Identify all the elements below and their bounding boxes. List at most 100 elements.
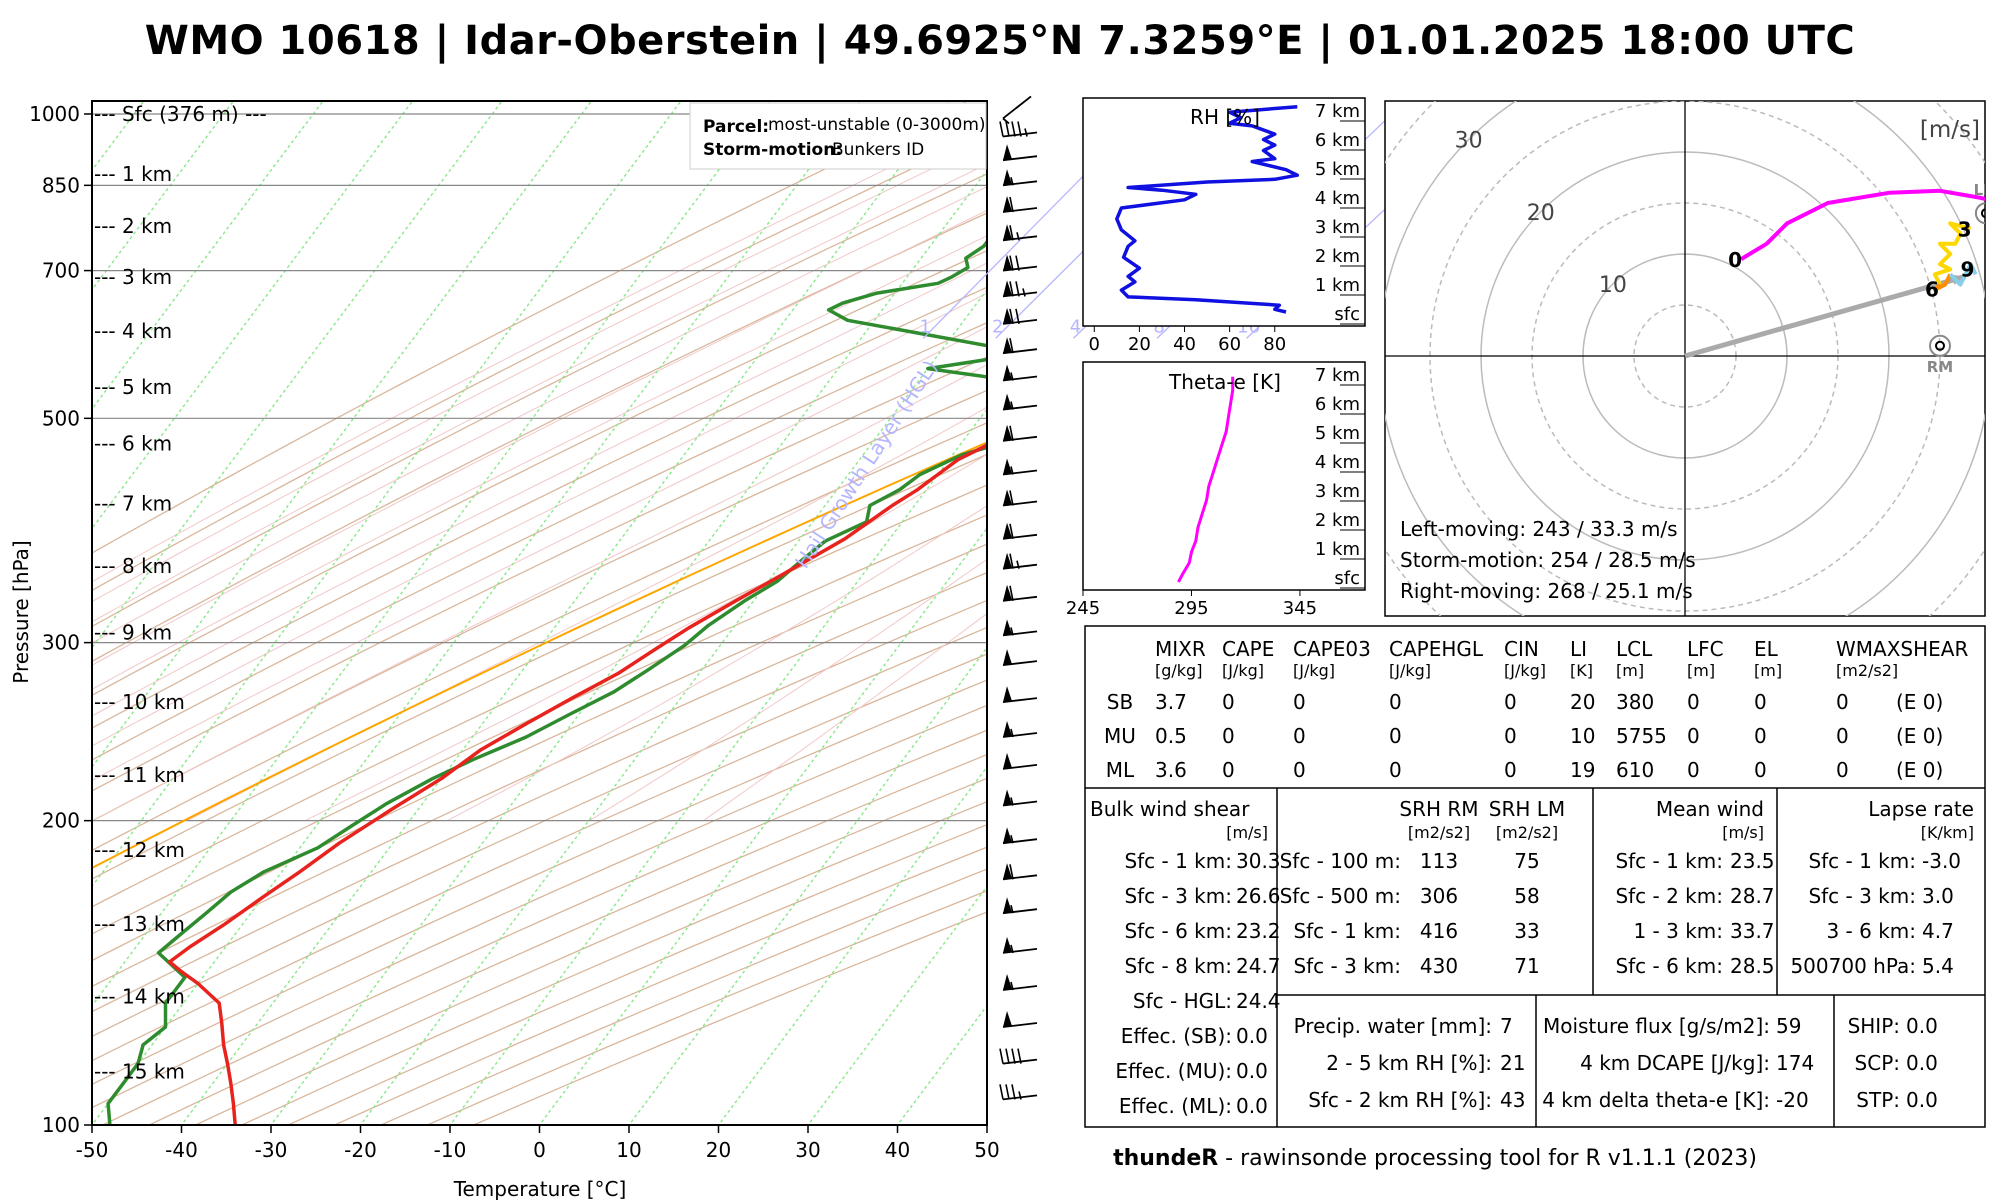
theta-e-height-label: 4 km (1315, 452, 1360, 473)
hodograph-annotation: Right-moving: 268 / 25.1 m/s (1400, 579, 1693, 603)
wind-barb (1002, 1011, 1038, 1028)
moist-adiabat (92, 163, 987, 623)
barb-flag (1003, 752, 1012, 769)
legend-parcel-value: most-unstable (0-3000m) (768, 115, 986, 135)
moist-adiabat (92, 364, 987, 822)
barb-flag (1003, 307, 1012, 324)
height-label: --- 5 km (94, 375, 172, 399)
barb-flag (1003, 936, 1012, 953)
dry-adiabat (92, 571, 987, 988)
indices-unit: [g/kg] (1155, 661, 1202, 680)
mean-wind-row-label: 1 - 3 km: (1633, 919, 1723, 943)
theta-e-height-label: 5 km (1315, 423, 1360, 444)
moisture-b-row-label: 4 km DCAPE [J/kg]: (1580, 1051, 1770, 1075)
hodograph-annotation: Left-moving: 243 / 33.3 m/s (1400, 517, 1678, 541)
dry-adiabat (92, 132, 987, 592)
height-label: --- 7 km (94, 491, 172, 515)
bulk-shear-row-label: Effec. (MU): (1115, 1059, 1232, 1083)
wind-barb (1002, 95, 1032, 125)
barb-flag (1003, 552, 1012, 569)
srh-row-label: Sfc - 100 m: (1280, 849, 1401, 873)
indices-unit: [K] (1570, 661, 1593, 680)
hodograph-ring-label: 30 (1455, 129, 1483, 154)
storm-motion-vector (1684, 274, 1967, 359)
y-tick-label: 500 (42, 406, 80, 430)
hgl-boundary-line (1308, 0, 2000, 101)
bulk-shear-row-value: 30.3 (1236, 849, 1281, 873)
srh-row-label: Sfc - 3 km: (1293, 954, 1401, 978)
isotherm (92, 101, 861, 1125)
bulk-shear-row-label: Sfc - 6 km: (1124, 919, 1232, 943)
barb-flag (1003, 393, 1012, 410)
parcel-line (92, 441, 987, 870)
srh-row-value: 416 (1420, 919, 1458, 943)
mean-wind-row-label: Sfc - 1 km: (1615, 849, 1723, 873)
legend-parcel-label: Parcel: (703, 117, 769, 137)
indices-cell: 0 (1754, 724, 1767, 748)
barb-full (1009, 308, 1014, 325)
wind-barb (1002, 936, 1038, 954)
srh-row-value2: 58 (1514, 884, 1539, 908)
indices-cell: (E 0) (1896, 724, 1943, 748)
barb-half (1024, 128, 1028, 137)
bulk-shear-row-label: Effec. (ML): (1119, 1094, 1232, 1118)
theta-e-x-tick-label: 245 (1066, 598, 1100, 619)
indices-cell: 0 (1504, 724, 1517, 748)
dry-adiabat (92, 599, 987, 1013)
mean-wind-row-label: Sfc - 2 km: (1615, 884, 1723, 908)
barb-full (1009, 553, 1014, 569)
barb-flag (1003, 224, 1012, 241)
barb-flag (1003, 169, 1012, 186)
height-label: --- 14 km (94, 984, 185, 1008)
srh-row-value2: 75 (1514, 849, 1539, 873)
skewt-legend: Parcel: most-unstable (0-3000m) Storm-mo… (689, 102, 987, 170)
dry-adiabat (92, 286, 987, 729)
lapse-rate-row-label: Sfc - 1 km: (1808, 849, 1916, 873)
wind-barb (1002, 169, 1038, 187)
barb-flag (1003, 522, 1012, 539)
lapse-rate-title: Lapse rate (1868, 797, 1974, 821)
barb-half (1010, 401, 1014, 410)
rh-x-tick-label: 40 (1173, 334, 1196, 355)
barb-half (1010, 177, 1014, 186)
mixing-ratio-label: 1 (919, 316, 930, 337)
wind-barb (1002, 144, 1038, 162)
wind-barb (999, 1084, 1038, 1101)
rh-height-label: 3 km (1315, 217, 1360, 238)
isotherm (270, 169, 987, 1125)
indices-cell: 5755 (1616, 724, 1667, 748)
hodograph-height-marker: 9 (1961, 257, 1975, 281)
dewpoint-line (106, 239, 987, 1125)
indices-unit: [J/kg] (1504, 661, 1546, 680)
wind-barb (1002, 522, 1038, 540)
isotherm (449, 407, 987, 1125)
bulk-shear-row-label: Effec. (SB): (1121, 1024, 1232, 1048)
barb-full (1005, 121, 1010, 137)
composites-row-value: 0.0 (1906, 1014, 1938, 1038)
barb-flag (1003, 649, 1012, 666)
wind-barb (1002, 686, 1038, 703)
moisture-a-row-value: 7 (1500, 1014, 1513, 1038)
bulk-shear-row-label: Sfc - HGL: (1133, 989, 1232, 1013)
theta-e-x-tick-label: 345 (1283, 598, 1317, 619)
indices-unit: [m] (1754, 661, 1782, 680)
mean-wind-title: Mean wind (1656, 797, 1764, 821)
indices-cell: (E 0) (1896, 690, 1943, 714)
isotherm (807, 885, 987, 1125)
indices-cell: 0 (1836, 690, 1849, 714)
indices-cell: 0 (1293, 758, 1306, 782)
indices-cell: 0 (1389, 690, 1402, 714)
indices-cell: 0 (1754, 758, 1767, 782)
height-label: --- 15 km (94, 1059, 185, 1083)
indices-cell: 0 (1504, 758, 1517, 782)
wind-barb (1002, 364, 1038, 382)
hodograph-ring-label: 40 (1383, 57, 1411, 82)
barb-half (1010, 944, 1014, 954)
srh-row-value2: 33 (1514, 919, 1539, 943)
wind-barb (1002, 552, 1038, 570)
wind-barb (1002, 584, 1038, 602)
barb-full (1009, 864, 1014, 880)
moist-adiabat (92, 292, 987, 747)
indices-unit: [m2/s2] (1836, 661, 1898, 680)
